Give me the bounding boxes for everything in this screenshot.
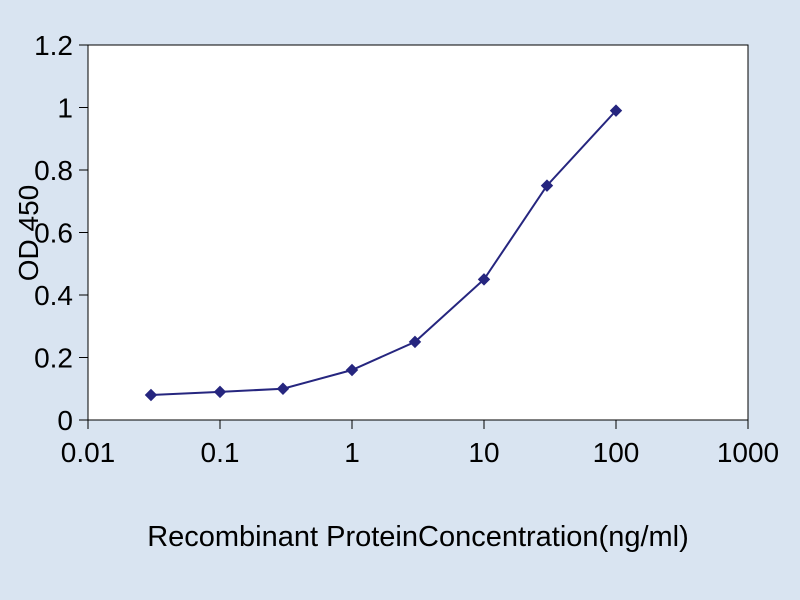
x-tick-label: 100 xyxy=(593,437,640,468)
data-point-marker xyxy=(540,179,554,192)
y-tick-label: 0 xyxy=(57,405,73,436)
data-point-marker xyxy=(276,382,290,395)
data-point-marker xyxy=(408,335,422,349)
y-tick-label: 1.2 xyxy=(34,30,73,61)
x-tick-label: 1 xyxy=(344,437,360,468)
x-tick-label: 1000 xyxy=(717,437,779,468)
data-point-marker xyxy=(609,104,623,117)
data-point-marker xyxy=(144,388,158,402)
plot-layer: 0.01 0.1 1 10 100 1000 0 0.2 0.4 0.6 0.8 1 1.2 xyxy=(34,30,779,468)
y-axis-title: OD 450 xyxy=(13,185,44,282)
x-tick-label: 10 xyxy=(468,437,499,468)
y-tick-label: 0.6 xyxy=(34,218,73,249)
data-point-marker xyxy=(213,385,227,399)
x-tick-label: 0.01 xyxy=(61,437,116,468)
y-tick-label: 0.4 xyxy=(34,280,73,311)
y-tick-label: 0.8 xyxy=(34,155,73,186)
x-axis-title: Recombinant ProteinConcentration(ng/ml) xyxy=(147,521,689,553)
data-point-marker xyxy=(345,363,359,377)
x-tick-label: 0.1 xyxy=(201,437,240,468)
y-tick-label: 1 xyxy=(57,93,73,124)
plot-area xyxy=(87,44,749,421)
y-tick-label: 0.2 xyxy=(34,343,73,374)
series-line xyxy=(150,109,617,396)
data-point-marker xyxy=(477,273,491,286)
